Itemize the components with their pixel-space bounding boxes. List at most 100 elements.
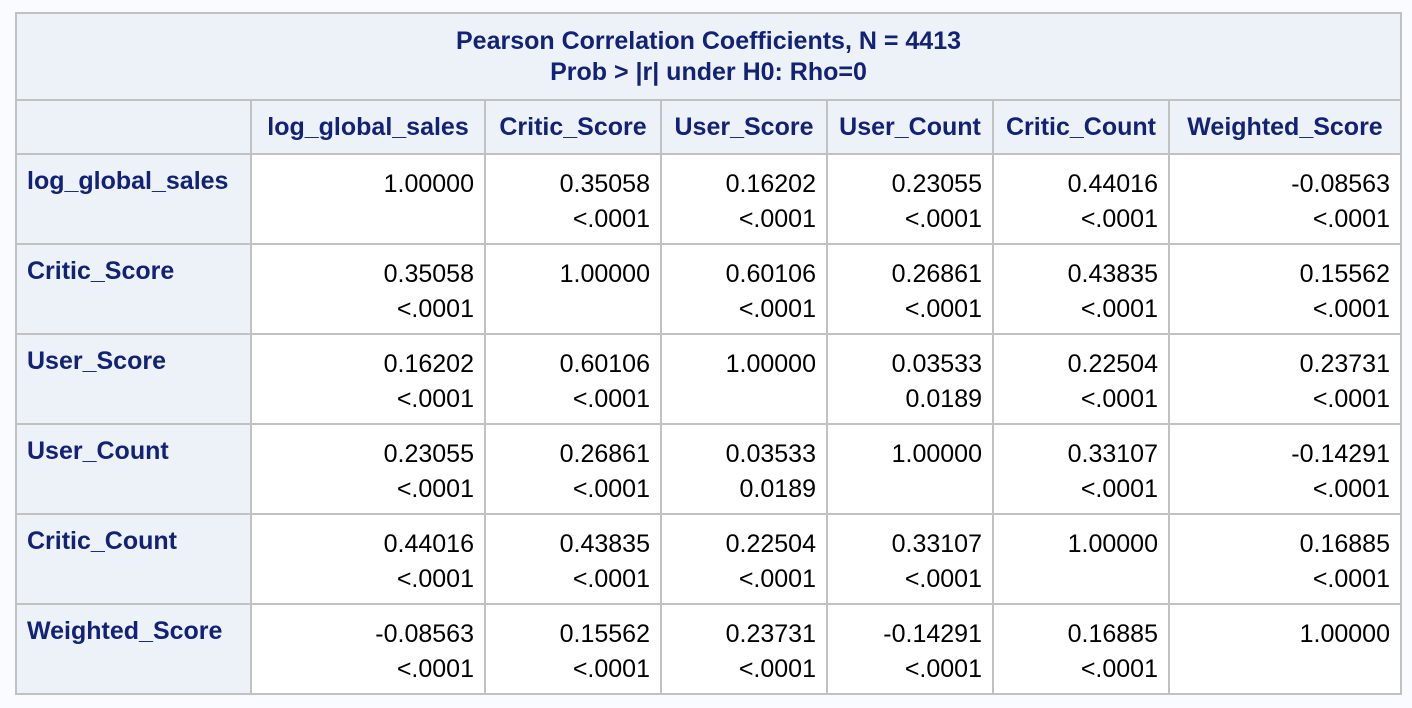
column-header-critic-score: Critic_Score [484,99,662,155]
table-row: Critic_Count 0.44016 <.0001 0.43835 <.0001… [15,513,1402,605]
correlation-cell: 0.60106 <.0001 [484,333,662,425]
row-header: log_global_sales [15,153,252,245]
p-value: <.0001 [396,655,474,683]
correlation-cell: 0.03533 0.0189 [660,423,828,515]
p-value: <.0001 [572,565,650,593]
coefficient-value: 1.00000 [891,440,982,468]
coefficient-value: 0.03533 [725,440,816,468]
coefficient-value: 1.00000 [1067,530,1158,558]
correlation-cell: -0.08563 <.0001 [1168,153,1402,245]
table-row: User_Count 0.23055 <.0001 0.26861 <.0001 0… [15,423,1402,515]
coefficient-value: 0.26861 [559,440,650,468]
p-value: <.0001 [1080,655,1158,683]
p-value: <.0001 [1080,385,1158,413]
column-header-weighted-score: Weighted_Score [1168,99,1402,155]
table-row: log_global_sales 1.00000 0.35058 <.0001 0… [15,153,1402,245]
corner-cell [15,99,252,155]
correlation-cell: 0.23055 <.0001 [250,423,486,515]
coefficient-value: -0.14291 [1291,440,1390,468]
correlation-cell: 1.00000 [1168,603,1402,695]
p-value: <.0001 [572,655,650,683]
p-value: <.0001 [904,205,982,233]
column-header-row: log_global_sales Critic_Score User_Score… [15,99,1402,155]
coefficient-value: 0.23731 [1299,350,1390,378]
correlation-cell: 1.00000 [826,423,994,515]
correlation-cell: 0.23731 <.0001 [1168,333,1402,425]
p-value: <.0001 [1080,295,1158,323]
coefficient-value: 0.44016 [383,530,474,558]
correlation-cell: 0.43835 <.0001 [992,243,1170,335]
correlation-cell: 1.00000 [484,243,662,335]
p-value: <.0001 [396,295,474,323]
correlation-cell: 1.00000 [250,153,486,245]
correlation-cell: 0.60106 <.0001 [660,243,828,335]
column-header-user-count: User_Count [826,99,994,155]
correlation-cell: 0.26861 <.0001 [484,423,662,515]
p-value: <.0001 [904,565,982,593]
p-value: <.0001 [1312,205,1390,233]
correlation-cell: 1.00000 [660,333,828,425]
p-value: <.0001 [738,655,816,683]
coefficient-value: 0.60106 [725,260,816,288]
correlation-cell: 0.43835 <.0001 [484,513,662,605]
correlation-cell: 0.26861 <.0001 [826,243,994,335]
correlation-cell: 0.33107 <.0001 [826,513,994,605]
correlation-cell: 0.35058 <.0001 [484,153,662,245]
coefficient-value: 0.16885 [1299,530,1390,558]
correlation-cell: 0.16885 <.0001 [1168,513,1402,605]
correlation-cell: 0.23055 <.0001 [826,153,994,245]
correlation-cell: -0.14291 <.0001 [1168,423,1402,515]
coefficient-value: 1.00000 [1299,620,1390,648]
correlation-cell: 0.22504 <.0001 [992,333,1170,425]
correlation-cell: 0.35058 <.0001 [250,243,486,335]
column-header-log-global-sales: log_global_sales [250,99,486,155]
coefficient-value: 1.00000 [559,260,650,288]
coefficient-value: 0.22504 [1067,350,1158,378]
column-header-critic-count: Critic_Count [992,99,1170,155]
coefficient-value: 0.03533 [891,350,982,378]
correlation-cell: 0.15562 <.0001 [1168,243,1402,335]
p-value: <.0001 [904,655,982,683]
column-header-user-score: User_Score [660,99,828,155]
p-value [496,292,650,327]
correlation-table: Pearson Correlation Coefficients, N = 44… [15,12,1402,695]
correlation-cell: 1.00000 [992,513,1170,605]
correlation-cell: 0.22504 <.0001 [660,513,828,605]
p-value [838,472,982,507]
p-value: <.0001 [1312,295,1390,323]
p-value: <.0001 [738,565,816,593]
row-header: Critic_Count [15,513,252,605]
p-value: <.0001 [572,385,650,413]
correlation-cell: -0.14291 <.0001 [826,603,994,695]
coefficient-value: -0.08563 [375,620,474,648]
coefficient-value: 0.44016 [1067,170,1158,198]
coefficient-value: 0.33107 [1067,440,1158,468]
row-header: Critic_Score [15,243,252,335]
p-value: <.0001 [1312,565,1390,593]
p-value: <.0001 [738,205,816,233]
p-value [262,202,474,237]
coefficient-value: 0.43835 [559,530,650,558]
p-value: <.0001 [1312,475,1390,503]
table-row: Critic_Score 0.35058 <.0001 1.00000 0.601… [15,243,1402,335]
p-value: <.0001 [738,295,816,323]
coefficient-value: 0.16202 [383,350,474,378]
coefficient-value: 0.23055 [383,440,474,468]
coefficient-value: 0.16885 [1067,620,1158,648]
p-value: 0.0189 [905,385,982,413]
p-value: <.0001 [396,475,474,503]
row-header: User_Score [15,333,252,425]
correlation-cell: 0.16202 <.0001 [250,333,486,425]
correlation-cell: -0.08563 <.0001 [250,603,486,695]
correlation-cell: 0.23731 <.0001 [660,603,828,695]
p-value: <.0001 [1080,205,1158,233]
row-header: Weighted_Score [15,603,252,695]
coefficient-value: 0.15562 [559,620,650,648]
coefficient-value: 1.00000 [383,170,474,198]
title-row: Pearson Correlation Coefficients, N = 44… [15,12,1402,101]
coefficient-value: 1.00000 [725,350,816,378]
correlation-cell: 0.16202 <.0001 [660,153,828,245]
p-value: <.0001 [1080,475,1158,503]
p-value [672,382,816,417]
coefficient-value: 0.35058 [383,260,474,288]
